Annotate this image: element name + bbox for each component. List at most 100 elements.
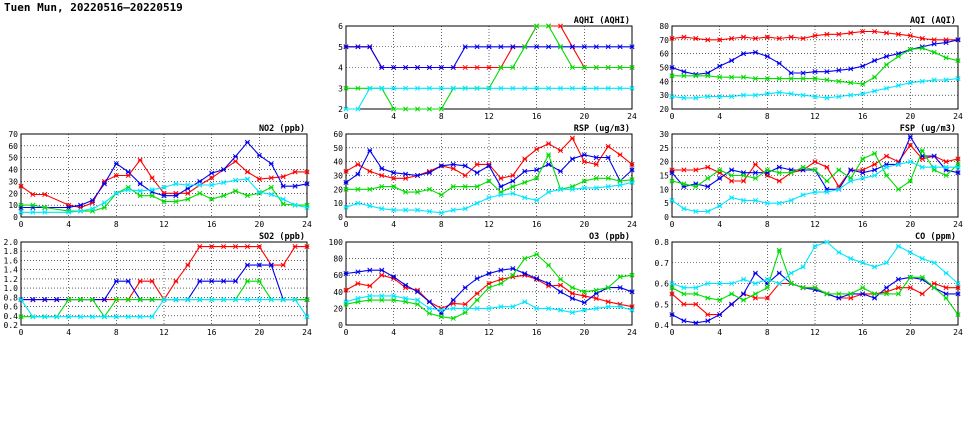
data-point <box>943 55 949 61</box>
data-point <box>569 295 575 301</box>
data-point <box>498 184 504 190</box>
data-point <box>18 202 24 208</box>
data-point <box>209 182 215 188</box>
data-point <box>557 276 564 282</box>
data-point <box>391 85 397 91</box>
x-tick-label: 4 <box>391 328 396 337</box>
data-point <box>18 183 24 189</box>
data-point <box>812 69 818 75</box>
data-point <box>776 280 782 287</box>
data-point <box>740 51 747 57</box>
data-point <box>221 297 227 303</box>
data-point <box>836 78 842 84</box>
data-point <box>462 64 468 71</box>
data-point <box>244 278 250 284</box>
data-point <box>522 44 528 50</box>
data-point <box>173 199 179 205</box>
data-point <box>907 80 913 86</box>
data-point <box>812 93 818 100</box>
data-point <box>125 297 131 303</box>
data-point <box>292 183 298 189</box>
data-point <box>486 305 492 311</box>
data-point <box>244 176 250 182</box>
data-point <box>848 291 854 297</box>
data-point <box>955 76 961 82</box>
data-point <box>693 73 699 79</box>
data-point <box>717 312 723 318</box>
data-point <box>379 206 385 212</box>
data-point <box>438 106 444 112</box>
y-tick-label: 60 <box>659 50 669 59</box>
data-point <box>197 278 203 284</box>
series-cyan <box>343 85 635 112</box>
data-point <box>256 244 262 250</box>
data-point <box>717 167 723 173</box>
data-point <box>581 178 587 184</box>
data-point <box>764 76 770 82</box>
data-point <box>426 64 432 71</box>
data-point <box>414 207 421 213</box>
data-point <box>355 106 361 112</box>
data-point <box>872 172 878 179</box>
data-point <box>717 93 723 100</box>
series-cyan <box>343 293 635 316</box>
data-point <box>209 175 215 181</box>
y-tick-label: 20 <box>333 304 343 313</box>
y-tick-label: 20 <box>8 189 18 198</box>
data-point <box>907 285 913 291</box>
data-point <box>474 305 480 311</box>
data-point <box>173 278 179 284</box>
data-point <box>605 85 611 91</box>
data-point <box>617 182 623 188</box>
data-point <box>510 44 516 50</box>
data-point <box>836 67 842 73</box>
data-point <box>848 66 854 72</box>
data-point <box>812 167 818 173</box>
data-point <box>221 193 227 199</box>
data-point <box>605 154 611 161</box>
x-tick-label: 16 <box>532 328 542 337</box>
data-point <box>232 278 239 284</box>
y-tick-label: 40 <box>333 158 343 167</box>
chart-co: 0 4 8 12 16 20 24 0.4 0.5 0.6 0.7 0.8 CO (ppm) <box>655 232 963 337</box>
data-point <box>895 82 901 89</box>
data-point <box>693 35 699 42</box>
y-tick-label: 50 <box>8 154 18 163</box>
data-point <box>450 166 456 172</box>
data-point <box>522 179 528 185</box>
data-point <box>860 170 866 176</box>
x-tick-label: 8 <box>439 220 444 229</box>
data-point <box>66 297 72 303</box>
data-point <box>788 34 794 40</box>
data-point <box>232 297 239 303</box>
data-point <box>510 178 516 184</box>
data-point <box>557 148 564 154</box>
data-point <box>776 60 782 66</box>
data-point <box>848 256 854 262</box>
data-point <box>752 49 758 55</box>
data-point <box>593 64 599 71</box>
data-point <box>474 275 480 282</box>
data-point <box>391 207 397 213</box>
data-point <box>474 44 480 50</box>
data-point <box>883 260 890 266</box>
data-point <box>161 297 167 303</box>
data-point <box>605 64 611 71</box>
data-point <box>800 92 806 98</box>
data-point <box>462 206 468 212</box>
data-point <box>54 314 60 320</box>
data-point <box>788 76 794 82</box>
data-point <box>883 285 890 291</box>
data-point <box>42 209 48 215</box>
data-point <box>836 186 842 192</box>
data-point <box>403 106 409 112</box>
data-point <box>486 85 492 91</box>
series-green <box>669 45 961 87</box>
y-tick-label: 40 <box>8 166 18 175</box>
data-point <box>931 280 937 287</box>
data-point <box>860 81 866 87</box>
y-tick-label: 10 <box>659 185 669 194</box>
y-tick-label: 15 <box>659 172 669 181</box>
data-point <box>149 278 155 284</box>
data-point <box>534 85 540 91</box>
